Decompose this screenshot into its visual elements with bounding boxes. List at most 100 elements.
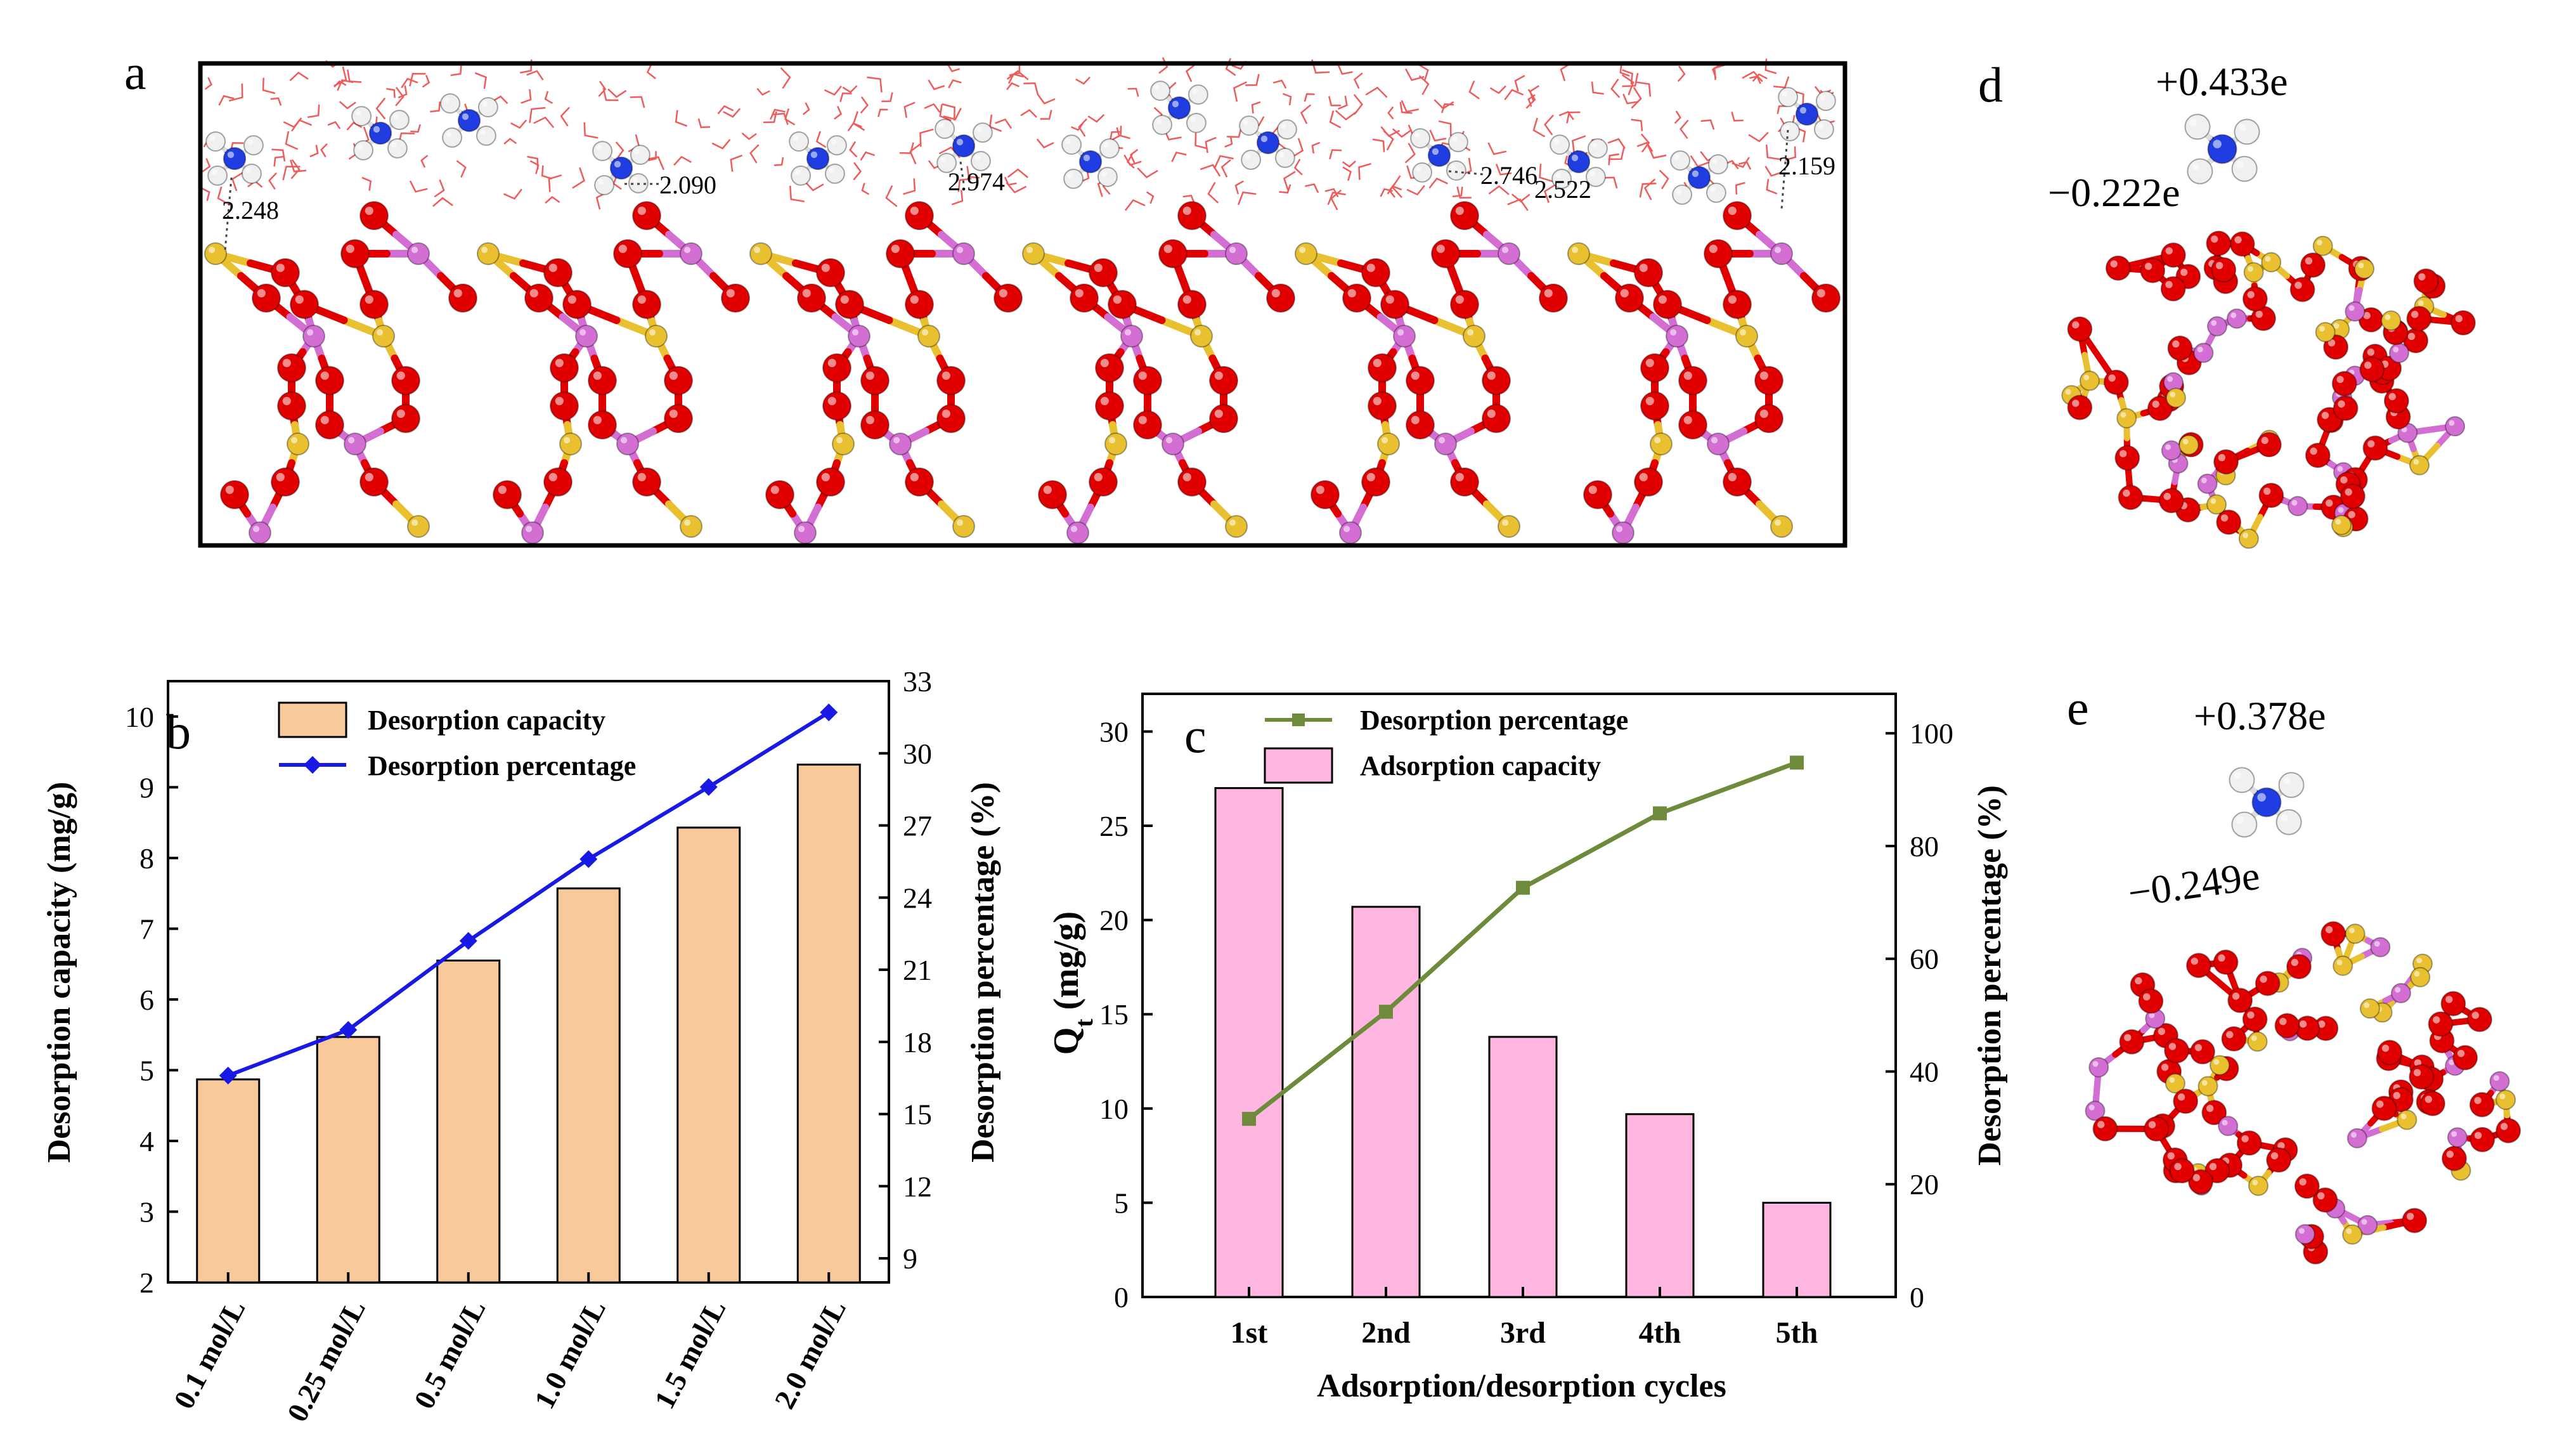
oxygen-atom-body xyxy=(2119,1029,2145,1055)
hydrogen-atom-body xyxy=(1239,115,1260,136)
water-molecule xyxy=(780,67,791,89)
oxygen-atom-body xyxy=(2144,1116,2170,1142)
hydrogen-atom xyxy=(1276,119,1297,140)
oxygen-atom xyxy=(391,366,420,395)
hydrogen-atom xyxy=(1412,162,1433,183)
silicon-atom xyxy=(2397,1109,2417,1130)
silicon-atom-body xyxy=(2495,1090,2516,1111)
aluminum-atom-body xyxy=(1066,521,1089,544)
oxygen-atom-body xyxy=(2409,1064,2435,1090)
hydrogen-atom xyxy=(1061,134,1082,155)
water-molecule xyxy=(877,108,888,117)
oxygen-atom xyxy=(2402,1208,2428,1234)
oxygen-atom-highlight xyxy=(1759,371,1768,380)
aluminum-atom xyxy=(2294,1224,2315,1245)
silicon-atom-body xyxy=(1377,433,1400,455)
hydrogen-atom-highlight xyxy=(446,131,452,138)
oxygen-atom-highlight xyxy=(1373,358,1382,367)
silicon-atom-highlight xyxy=(2358,263,2364,269)
oxygen-atom-highlight xyxy=(2367,440,2375,448)
hydrogen-atom-highlight xyxy=(596,145,602,151)
aluminum-atom-body xyxy=(1498,242,1520,265)
hydrogen-atom-highlight xyxy=(794,169,801,176)
nitrogen-atom-highlight xyxy=(1083,154,1091,162)
water-molecule xyxy=(291,119,313,132)
silicon-atom-highlight xyxy=(376,329,384,336)
line-point xyxy=(1242,1112,1256,1126)
simulation-box xyxy=(198,61,1848,548)
oxygen-atom-highlight xyxy=(1138,415,1147,424)
oxygen-atom-body xyxy=(359,467,389,497)
aluminum-atom-body xyxy=(2206,316,2227,337)
hydrogen-atom xyxy=(1186,112,1207,133)
hydrogen-atom-body xyxy=(389,110,410,131)
silicon-atom-highlight xyxy=(1501,519,1509,526)
hydrogen-atom xyxy=(1446,160,1466,181)
oxygen-atom-highlight xyxy=(2215,261,2223,270)
silicon-atom xyxy=(1463,325,1485,348)
aluminum-atom-highlight xyxy=(1501,246,1509,254)
y2-tick-label: 27 xyxy=(903,810,932,842)
water-molecule xyxy=(1036,138,1054,149)
water-molecule xyxy=(860,96,869,114)
oxygen-atom-body xyxy=(2092,1116,2118,1142)
aluminum-atom-body xyxy=(1434,433,1457,455)
water-molecule xyxy=(1342,166,1352,181)
oxygen-atom xyxy=(1634,258,1663,287)
hydrogen-atom-highlight xyxy=(938,122,945,129)
oxygen-atom-highlight xyxy=(2152,400,2159,408)
oxygen-atom xyxy=(1482,404,1511,433)
aluminum-atom xyxy=(2226,308,2247,329)
silicon-atom-body xyxy=(2409,455,2430,476)
water-molecule xyxy=(824,85,842,96)
oxygen-atom-highlight xyxy=(1100,358,1109,367)
oxygen-atom-body xyxy=(905,201,934,230)
aluminum-atom-body xyxy=(952,242,975,265)
hydrogen-atom-highlight xyxy=(2283,777,2291,785)
water-molecule xyxy=(1631,87,1642,109)
hydrogen-atom xyxy=(2231,811,2258,838)
oxygen-atom xyxy=(2371,1095,2397,1121)
water-molecule xyxy=(1631,119,1643,131)
silicon-atom-highlight xyxy=(2210,498,2217,504)
oxygen-atom-highlight xyxy=(1100,396,1109,405)
oxygen-atom xyxy=(543,258,573,287)
hydrogen-atom-highlight xyxy=(1782,91,1788,97)
silicon-atom-body xyxy=(2178,434,2199,455)
silicon-atom-highlight xyxy=(2120,412,2126,418)
silicon-atom xyxy=(2359,998,2380,1019)
oxygen-atom-highlight xyxy=(840,295,849,304)
water-molecule xyxy=(1372,138,1385,152)
silicon-atom-body xyxy=(2243,262,2264,283)
water-molecule xyxy=(717,105,734,115)
hydrogen-atom-body xyxy=(592,141,613,162)
oxygen-atom-body xyxy=(2242,286,2268,312)
aluminum-atom xyxy=(1393,325,1416,348)
oxygen-atom-body xyxy=(2340,483,2366,509)
aluminum-atom-body xyxy=(1162,433,1184,455)
water-molecule xyxy=(282,166,301,181)
framework-charge-label: −0.249e xyxy=(2125,853,2262,916)
oxygen-atom-highlight xyxy=(2192,1174,2201,1182)
water-molecule xyxy=(607,88,627,98)
oxygen-atom-body xyxy=(2469,1091,2495,1117)
water-molecule xyxy=(583,122,599,139)
hydrogen-atom-highlight xyxy=(1245,153,1251,160)
silicon-atom xyxy=(832,433,855,455)
oxygen-atom xyxy=(2190,1039,2216,1065)
oxygen-atom-highlight xyxy=(2263,487,2271,495)
hydrogen-atom-highlight xyxy=(1674,154,1680,160)
oxygen-atom xyxy=(271,467,300,497)
silicon-atom-body xyxy=(2345,923,2366,944)
oxygen-atom-highlight xyxy=(1728,295,1737,304)
hydrogen-atom-body xyxy=(1099,138,1120,159)
aluminum-atom-highlight xyxy=(2222,1119,2228,1126)
y-tick-label: 30 xyxy=(1099,715,1129,748)
oxygen-atom xyxy=(822,391,851,420)
oxygen-atom-body xyxy=(2331,370,2357,396)
oxygen-atom-highlight xyxy=(396,409,405,418)
oxygen-atom xyxy=(2469,1091,2495,1117)
oxygen-atom xyxy=(2201,1100,2227,1126)
water-molecule xyxy=(1643,178,1656,200)
oxygen-atom xyxy=(1342,283,1371,313)
